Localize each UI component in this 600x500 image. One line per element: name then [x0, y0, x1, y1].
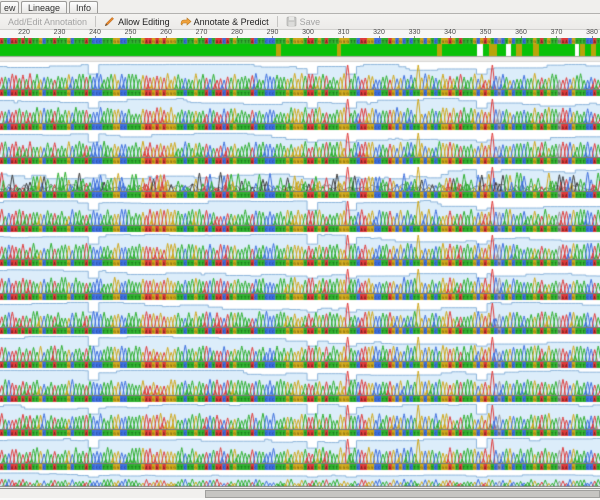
add-edit-annotation-button: Add/Edit Annotation: [4, 15, 91, 29]
ruler-label: 230: [53, 29, 66, 36]
tab-info[interactable]: Info: [69, 1, 99, 13]
ruler-tick: [94, 36, 96, 38]
position-ruler: 220 230 240 250 260 270 280 290 300 310 320 330 340 3…: [0, 29, 600, 38]
ruler-tick: [201, 36, 202, 38]
ruler-tick: [165, 36, 167, 38]
ruler-label: 380: [586, 29, 598, 36]
ruler-tick: [130, 36, 131, 38]
horizontal-scrollbar-thumb[interactable]: [205, 490, 600, 498]
ruler-tick: [414, 36, 415, 38]
ruler-tick: [307, 36, 309, 38]
ruler-label: 250: [124, 29, 137, 36]
toolbar-separator: [95, 16, 97, 27]
ruler-label: 270: [195, 29, 208, 36]
toolbar: Add/Edit Annotation Allow Editing Annota…: [0, 14, 600, 30]
allow-editing-button[interactable]: Allow Editing: [100, 15, 174, 29]
ruler-tick: [236, 36, 238, 38]
save-label: Save: [299, 16, 321, 27]
ruler-label: 240: [89, 29, 101, 36]
save-button: Save: [282, 15, 325, 29]
ruler-label: 320: [373, 29, 385, 36]
ruler-label: 330: [408, 29, 421, 36]
ruler-tick: [591, 36, 593, 38]
tab-view[interactable]: ew: [0, 1, 19, 13]
annotate-predict-button[interactable]: Annotate & Predict: [176, 15, 273, 29]
chromatogram-canvas[interactable]: [0, 38, 600, 488]
ruler-label: 360: [515, 29, 527, 36]
ruler-label: 350: [479, 29, 492, 36]
allow-editing-label: Allow Editing: [118, 16, 170, 27]
ruler-label: 340: [444, 29, 456, 36]
tab-bar: ew Lineage Info: [0, 0, 600, 14]
annotate-predict-label: Annotate & Predict: [193, 16, 269, 27]
ruler-tick: [59, 36, 60, 38]
annotate-predict-icon: [180, 16, 192, 27]
tab-lineage[interactable]: Lineage: [21, 1, 68, 13]
ruler-label: 310: [337, 29, 350, 36]
pencil-icon: [104, 16, 115, 27]
ruler-tick: [378, 36, 380, 38]
ruler-tick: [343, 36, 344, 38]
ruler-label: 290: [266, 29, 279, 36]
ruler-label: 280: [231, 29, 243, 36]
ruler-label: 220: [18, 29, 30, 36]
ruler-label: 370: [550, 29, 563, 36]
save-icon: [286, 16, 297, 27]
ruler-tick: [485, 36, 486, 38]
ruler-tick: [23, 36, 25, 38]
ruler-tick: [449, 36, 451, 38]
ruler-tick: [520, 36, 522, 38]
ruler-tick: [556, 36, 557, 38]
bottom-strip: [0, 498, 600, 500]
ruler-label: 260: [160, 29, 172, 36]
toolbar-separator: [276, 16, 278, 27]
add-edit-annotation-label: Add/Edit Annotation: [8, 16, 88, 27]
ruler-tick: [272, 36, 273, 38]
ruler-label: 300: [302, 29, 314, 36]
horizontal-scrollbar-track[interactable]: [0, 488, 600, 498]
